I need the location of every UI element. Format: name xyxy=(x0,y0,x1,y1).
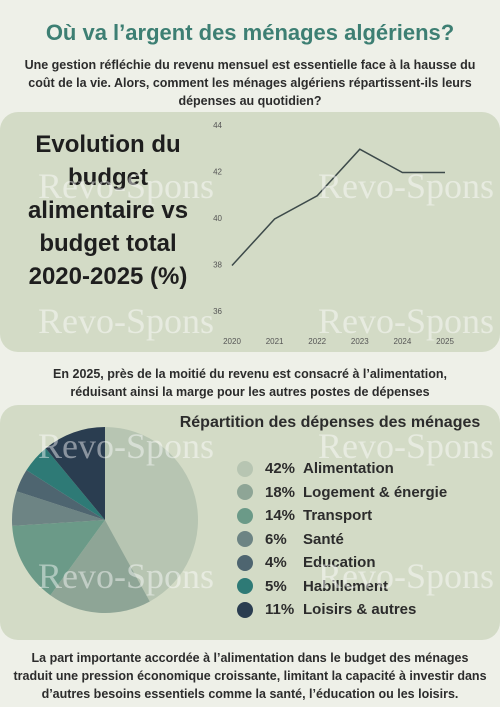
line-series xyxy=(231,148,445,267)
line-panel xyxy=(0,112,500,352)
legend-label: Logement & énergie xyxy=(303,483,448,501)
y-tick-label: 38 xyxy=(213,261,222,270)
x-tick-label: 2024 xyxy=(394,337,412,346)
x-tick-label: 2021 xyxy=(266,337,284,346)
legend-swatch xyxy=(237,484,253,500)
legend-item: 6% Santé xyxy=(237,531,344,548)
legend-value: 4% xyxy=(265,554,287,571)
legend-value: 11% xyxy=(265,601,295,618)
legend-value: 6% xyxy=(265,530,287,548)
line-chart-title: Evolution du budget alimentaire vs budge… xyxy=(27,131,189,290)
y-tick-label: 42 xyxy=(213,168,222,177)
legend-swatch xyxy=(237,531,253,547)
pie-slice xyxy=(26,448,106,520)
legend-swatch xyxy=(237,578,253,594)
legend-value: 42% xyxy=(265,460,296,477)
y-tick-label: 44 xyxy=(213,121,222,130)
line-chart: 36 38 40 42 44 2020 2021 2022 2023 2024 2025 xyxy=(213,121,454,346)
legend-swatch xyxy=(237,460,253,477)
x-tick-label: 2022 xyxy=(308,337,326,346)
legend-label: Transport xyxy=(303,507,373,524)
pie-slice xyxy=(45,427,105,520)
legend-item: 11% Loisirs & autres xyxy=(237,601,416,618)
legend-value: 14% xyxy=(265,507,296,524)
x-tick-label: 2025 xyxy=(436,337,454,346)
conclusion: La part importante accordée à l’alimenta… xyxy=(13,651,487,701)
pie-chart-title: Répartition des dépenses des ménages xyxy=(179,414,481,431)
legend-item: 18% Logement & énergie xyxy=(237,484,447,501)
y-tick-label: 36 xyxy=(213,307,222,316)
legend-item: 4% Education xyxy=(237,554,376,571)
pie-slice xyxy=(16,470,106,520)
pie-slice xyxy=(105,427,198,602)
legend-item: 42% Alimentation xyxy=(237,460,394,477)
legend-value: 5% xyxy=(265,577,287,595)
pie-chart xyxy=(12,427,198,613)
pie-slice xyxy=(12,520,105,596)
legend-label: Loisirs & autres xyxy=(303,601,417,618)
legend-label: Education xyxy=(303,554,376,571)
legend-swatch xyxy=(237,601,253,618)
legend-label: Habillement xyxy=(303,577,389,595)
legend-swatch xyxy=(237,507,253,524)
legend-label: Alimentation xyxy=(303,460,394,477)
note: En 2025, près de la moitié du revenu est… xyxy=(53,367,447,399)
legend-item: 5% Habillement xyxy=(237,578,388,595)
legend-value: 18% xyxy=(265,483,296,501)
pie-slice xyxy=(12,491,105,526)
x-tick-label: 2023 xyxy=(351,337,369,346)
page-title: Où va l’argent des ménages algériens? xyxy=(45,20,455,45)
legend-swatch xyxy=(237,554,253,571)
intro: Une gestion réfléchie du revenu mensuel … xyxy=(24,58,476,108)
legend-label: Santé xyxy=(303,530,344,548)
x-tick-label: 2020 xyxy=(223,337,241,346)
legend-item: 14% Transport xyxy=(237,507,372,524)
y-tick-label: 40 xyxy=(213,214,222,223)
pie-slice xyxy=(50,520,150,613)
